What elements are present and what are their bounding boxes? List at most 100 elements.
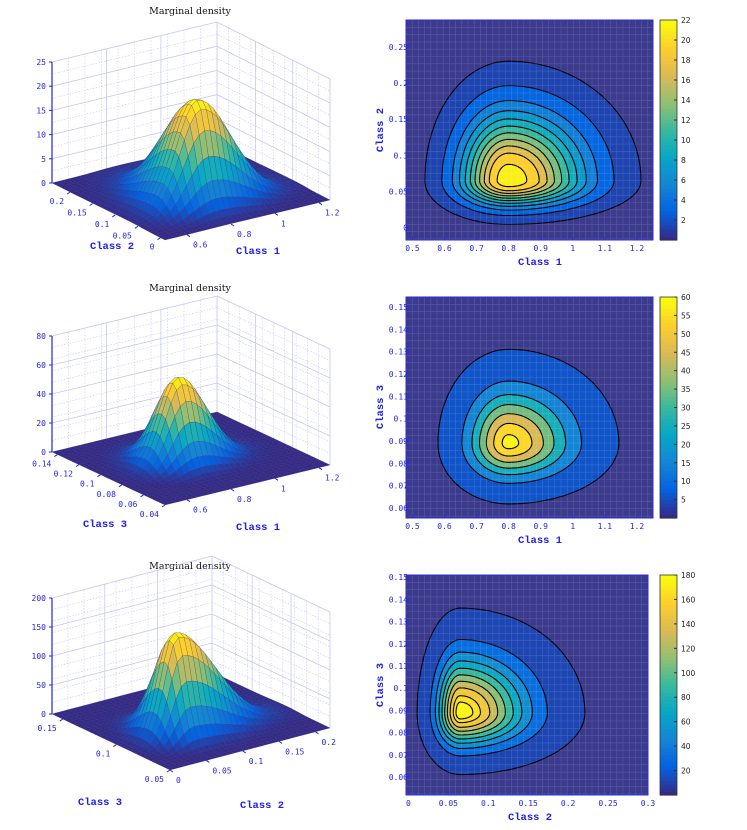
colorbar-swatch xyxy=(660,122,677,127)
x-tick-label: 0.6 xyxy=(193,506,208,515)
x-tick-label: 0.8 xyxy=(237,230,252,239)
surface-patch xyxy=(97,460,109,464)
surface-patch xyxy=(108,448,120,453)
colorbar-swatch xyxy=(660,104,677,109)
surface-patch xyxy=(294,201,305,205)
colorbar-swatch xyxy=(660,655,677,660)
surface-patch xyxy=(310,197,322,201)
colorbar-swatch xyxy=(660,688,677,693)
colorbar-swatch xyxy=(660,300,677,305)
colorbar-tick-label: 180 xyxy=(681,571,696,580)
surface-patch xyxy=(129,736,140,744)
colorbar-swatch xyxy=(660,619,677,624)
surface-patch xyxy=(272,471,283,476)
colorbar-swatch xyxy=(660,462,677,468)
surface-patch xyxy=(167,745,178,755)
colorbar-swatch xyxy=(660,341,677,346)
surface-patch xyxy=(116,183,128,191)
surface-patch xyxy=(164,715,175,740)
colorbar-swatch xyxy=(660,75,677,80)
colorbar-swatch xyxy=(660,49,677,54)
x-tick xyxy=(186,499,191,503)
colorbar-swatch xyxy=(660,459,677,464)
surface-patch xyxy=(203,662,214,690)
colorbar-tick-label: 10 xyxy=(681,477,691,486)
z-tick-label: 0 xyxy=(41,710,46,719)
surface-patch xyxy=(266,177,276,181)
surface-patch xyxy=(70,459,81,463)
surface-patch xyxy=(227,711,238,726)
surface-patch xyxy=(260,458,272,462)
y-tick-label: 0.15 xyxy=(389,573,408,582)
colorbar-swatch xyxy=(660,622,677,627)
surface-patch xyxy=(171,222,182,229)
surface-patch xyxy=(167,217,178,226)
surface-patch xyxy=(256,440,268,444)
y-tick-label: 0.06 xyxy=(118,500,137,509)
surface-patch xyxy=(100,719,111,724)
colorbar-swatch xyxy=(660,53,677,58)
colorbar-swatch xyxy=(660,38,677,43)
colorbar-tick-label: 5 xyxy=(681,496,686,505)
surface-patch xyxy=(135,712,146,728)
surface-patch xyxy=(320,197,331,202)
colorbar-swatch xyxy=(660,78,677,83)
colorbar-swatch xyxy=(660,119,677,124)
colorbar-swatch xyxy=(660,23,677,28)
surface-patch xyxy=(120,456,131,463)
colorbar-swatch xyxy=(660,659,677,664)
colorbar-swatch xyxy=(660,144,677,149)
surface-patch xyxy=(157,762,169,767)
colorbar-swatch xyxy=(660,141,677,146)
surface-patch xyxy=(90,464,102,469)
surface-patch xyxy=(151,714,162,737)
colorbar-swatch xyxy=(660,86,677,91)
z-tick-label: 200 xyxy=(32,594,47,603)
surface-patch xyxy=(290,727,302,732)
y-tick-label: 0.14 xyxy=(389,325,408,334)
surface-patch xyxy=(266,179,277,186)
surface-patch xyxy=(160,236,172,241)
colorbar-swatch xyxy=(660,451,677,456)
surface-patch xyxy=(242,698,253,708)
surface-patch xyxy=(253,462,265,467)
surface-patch xyxy=(229,470,241,475)
plot-frame xyxy=(405,19,654,241)
surface-patch xyxy=(272,711,284,716)
surface-patch xyxy=(237,482,249,487)
x-axis-label: Class 1 xyxy=(236,522,280,534)
surface-patch xyxy=(292,204,304,209)
colorbar-swatch xyxy=(660,188,677,193)
contour-plot-1: 0.5 0.6 0.7 0.8 0.9 1 1.1 1.2 0 0.05 0.1 0.15 0.2 0.2… xyxy=(375,16,691,269)
colorbar-tick-label: 20 xyxy=(681,36,691,45)
surface-patch xyxy=(170,765,182,769)
surface-patch xyxy=(235,478,247,482)
surface-patch xyxy=(141,755,153,760)
surface-patch xyxy=(271,705,283,708)
colorbar-swatch xyxy=(660,784,677,789)
x-tick xyxy=(315,731,319,735)
surface-patch xyxy=(116,722,127,728)
x-tick xyxy=(169,769,174,773)
surface-patch xyxy=(287,470,298,475)
colorbar-swatch xyxy=(660,344,677,350)
surface-patch xyxy=(267,711,278,716)
x-tick-label: 1.1 xyxy=(598,522,613,531)
y-tick xyxy=(59,718,64,722)
surface-patch xyxy=(255,467,267,472)
surface-patch xyxy=(226,743,238,749)
surface-patch xyxy=(229,749,240,754)
surface-patch xyxy=(106,166,118,170)
y-tick-label: 0.05 xyxy=(145,775,164,784)
surface-patch xyxy=(79,182,90,187)
surface-patch xyxy=(148,478,160,484)
colorbar-swatch xyxy=(660,152,677,157)
colorbar-swatch xyxy=(660,42,677,47)
z-tick-label: 5 xyxy=(41,155,46,164)
surface-patch xyxy=(77,462,89,467)
surface-patch xyxy=(101,182,113,187)
x-tick-label: 0 xyxy=(406,799,411,808)
surface-patch xyxy=(129,438,140,449)
x-tick-label: 1 xyxy=(570,522,575,531)
colorbar-swatch xyxy=(660,466,677,471)
